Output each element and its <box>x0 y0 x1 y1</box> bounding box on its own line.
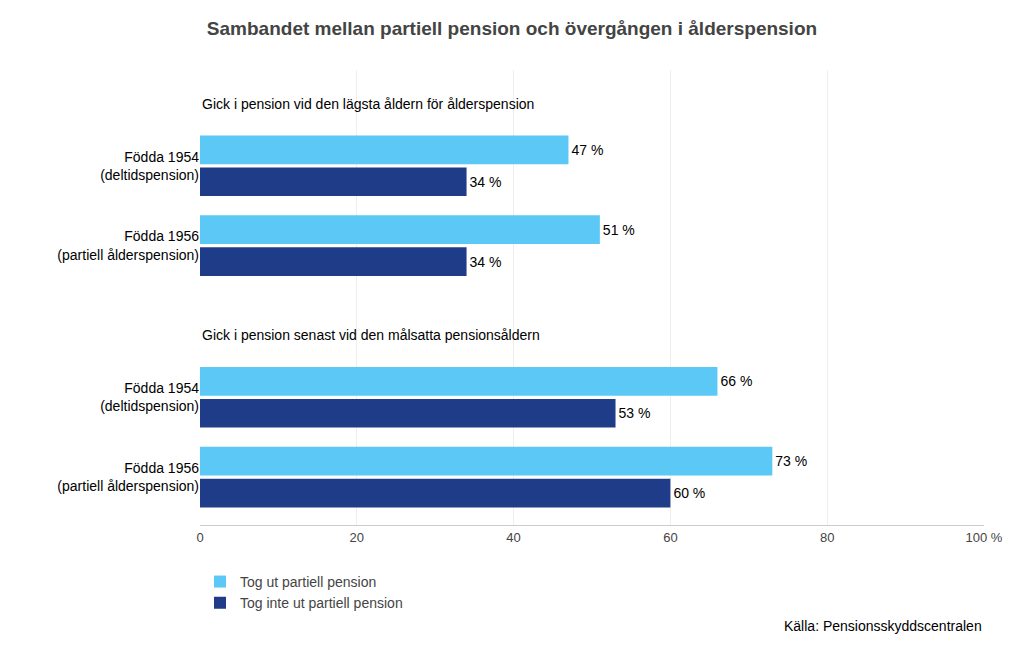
svg-text:Gick i pension vid den lägsta: Gick i pension vid den lägsta åldern för… <box>202 96 534 112</box>
svg-text:Källa: Pensionsskyddscentralen: Källa: Pensionsskyddscentralen <box>784 618 982 634</box>
svg-text:20: 20 <box>350 530 364 545</box>
svg-text:66 %: 66 % <box>720 373 752 389</box>
svg-text:Födda 1956(partiell ålderspens: Födda 1956(partiell ålderspension) <box>57 228 199 262</box>
svg-text:Födda 1954(deltidspension): Födda 1954(deltidspension) <box>100 380 199 414</box>
svg-text:40: 40 <box>506 530 520 545</box>
svg-text:34 %: 34 % <box>470 174 502 190</box>
svg-text:60 %: 60 % <box>673 485 705 501</box>
svg-text:Tog ut partiell pension: Tog ut partiell pension <box>240 574 376 590</box>
svg-text:60: 60 <box>663 530 677 545</box>
svg-text:47 %: 47 % <box>571 142 603 158</box>
svg-text:0: 0 <box>196 530 203 545</box>
svg-text:34 %: 34 % <box>470 254 502 270</box>
svg-text:Gick i pension senast vid den: Gick i pension senast vid den målsatta p… <box>202 327 540 343</box>
svg-text:Tog inte ut partiell pension: Tog inte ut partiell pension <box>240 595 403 611</box>
svg-text:Sambandet mellan partiell pens: Sambandet mellan partiell pension och öv… <box>207 18 817 39</box>
svg-text:53 %: 53 % <box>619 405 651 421</box>
svg-text:Födda 1954(deltidspension): Födda 1954(deltidspension) <box>100 149 199 183</box>
svg-text:100 %: 100 % <box>966 530 1003 545</box>
svg-text:80: 80 <box>820 530 834 545</box>
svg-text:Födda 1956(partiell ålderspens: Födda 1956(partiell ålderspension) <box>57 460 199 494</box>
svg-text:73 %: 73 % <box>775 453 807 469</box>
svg-text:51 %: 51 % <box>603 222 635 238</box>
